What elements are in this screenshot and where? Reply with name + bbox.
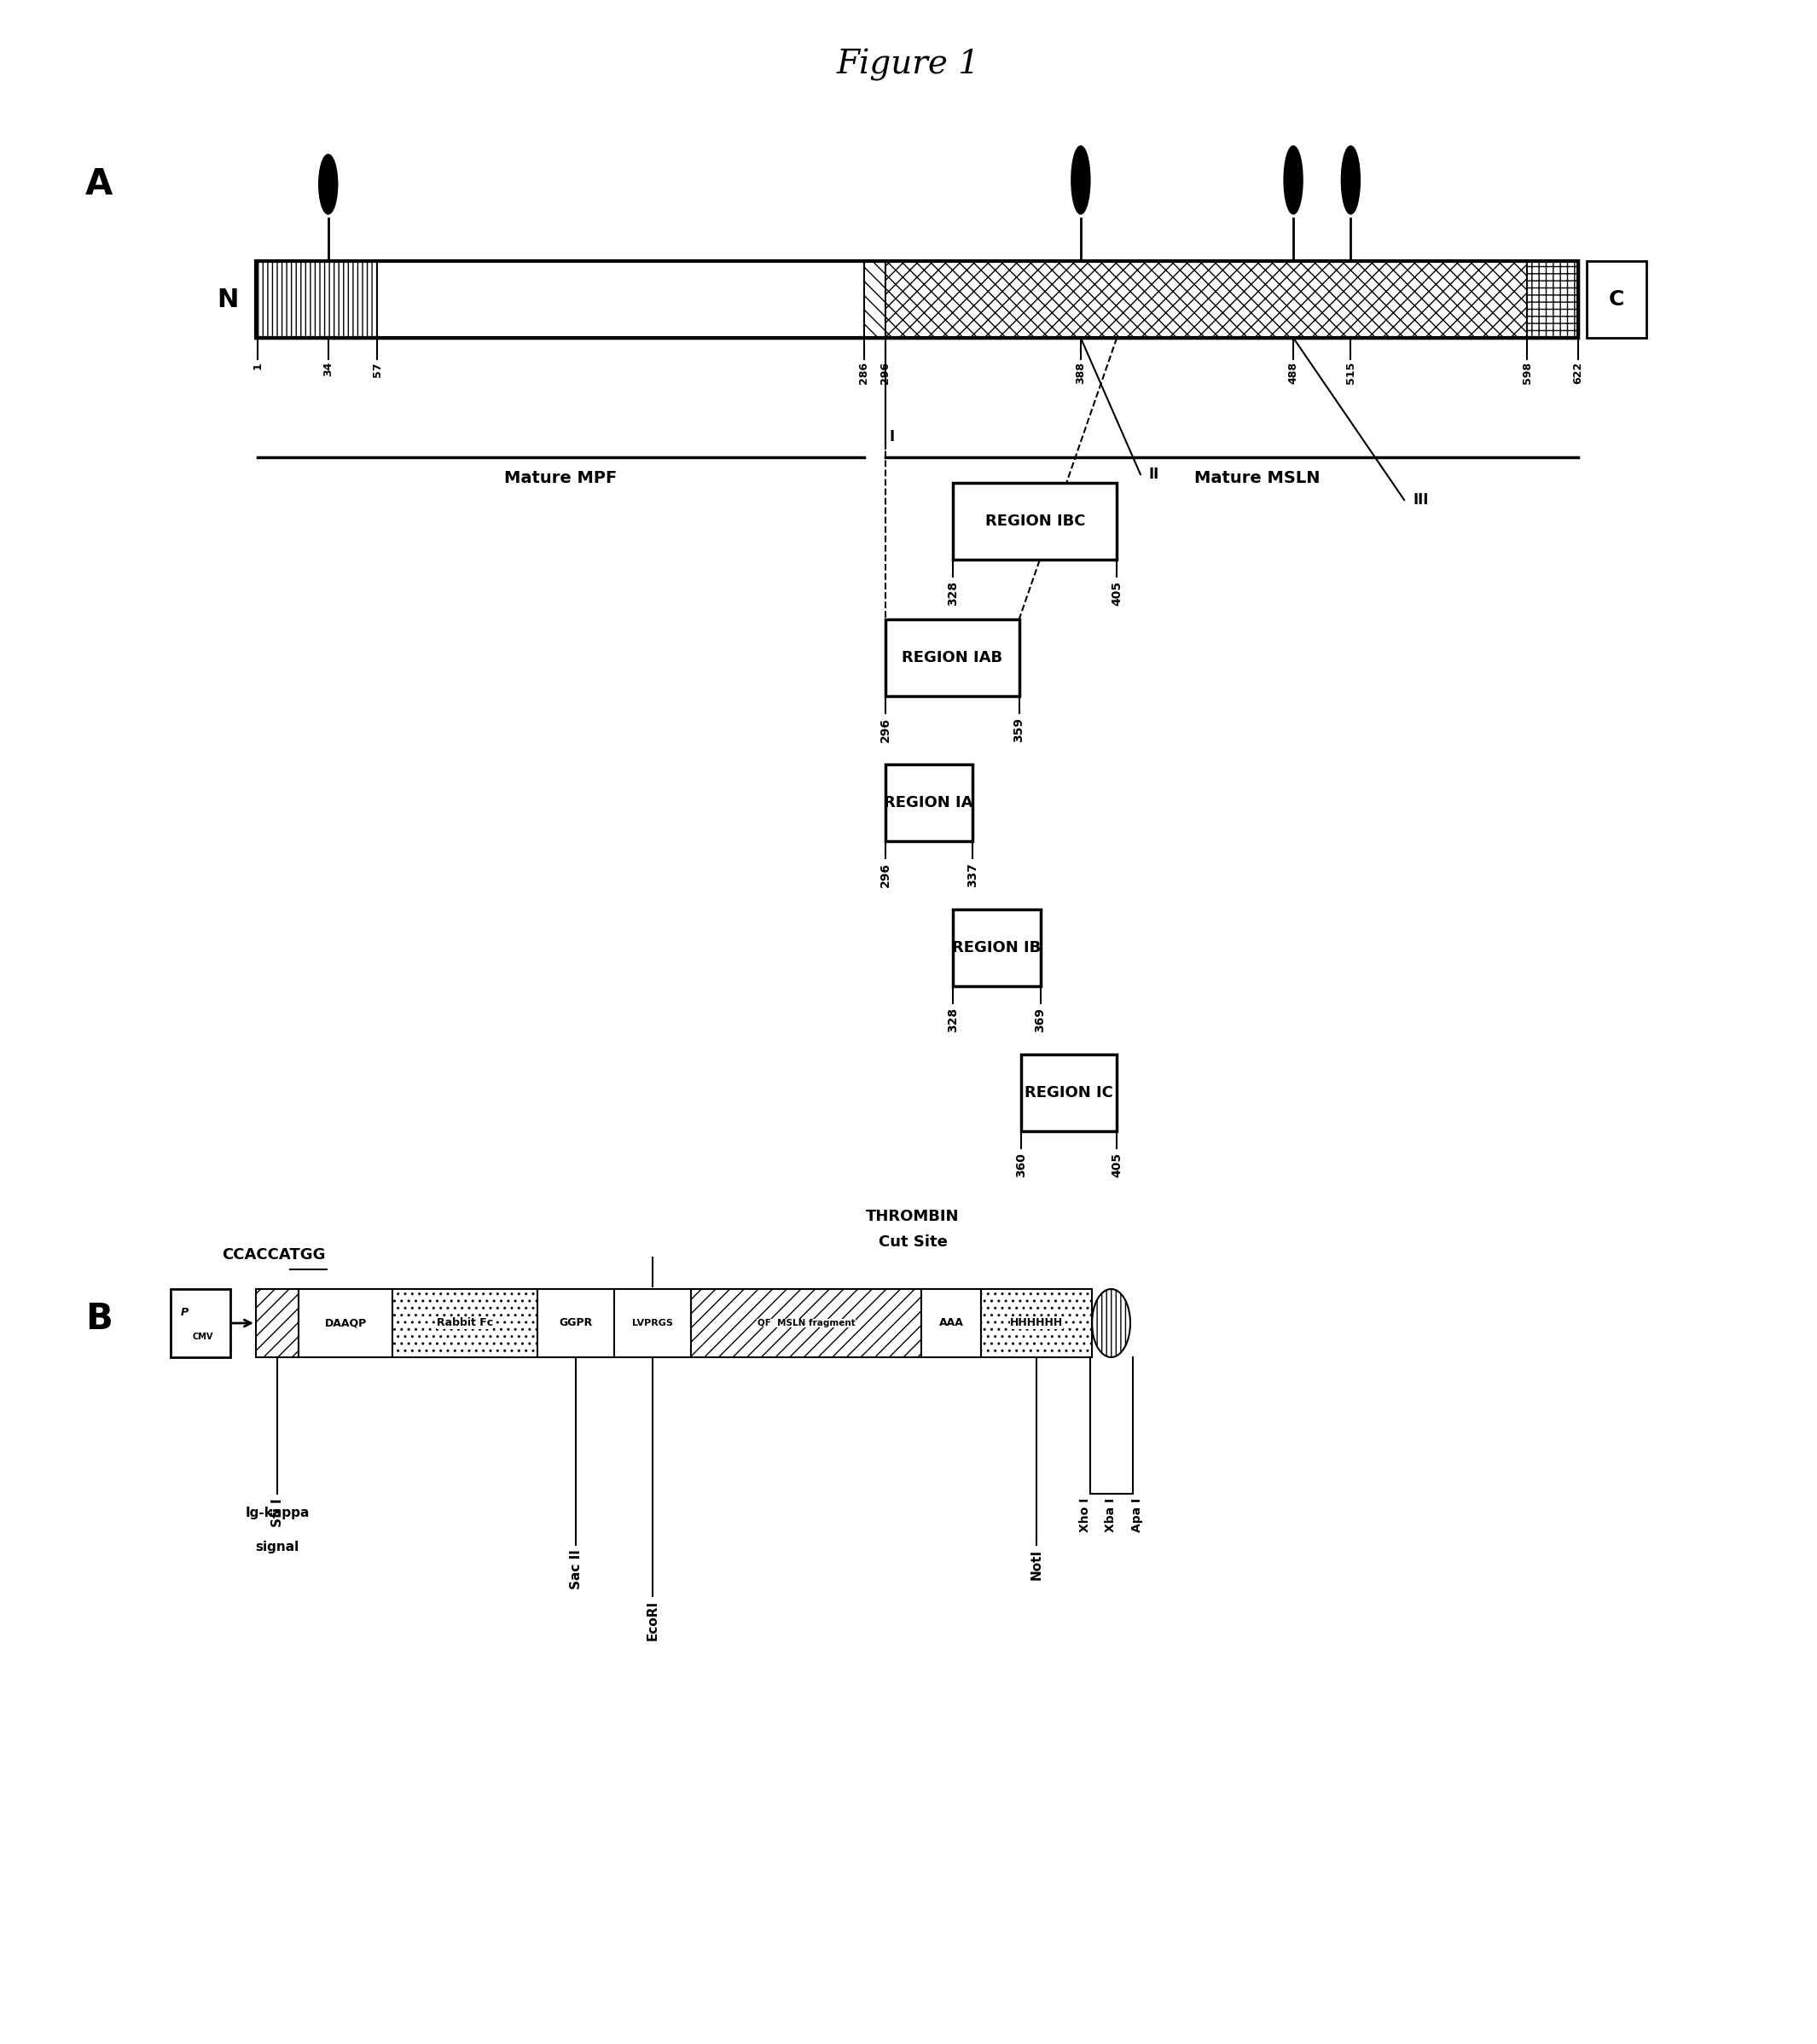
Bar (981, 1290, 1092, 1357)
Text: GGPR: GGPR (560, 1318, 592, 1329)
Text: 369: 369 (1034, 1008, 1047, 1032)
Text: 328: 328 (947, 1008, 959, 1032)
Text: 328: 328 (947, 580, 959, 605)
Text: 515: 515 (1345, 362, 1355, 384)
Text: II: II (1148, 466, 1159, 482)
Text: 286: 286 (858, 362, 869, 384)
Bar (885, 619, 1019, 697)
Bar (863, 262, 885, 337)
Text: CCACCATGG: CCACCATGG (222, 1247, 325, 1263)
Text: 360: 360 (1016, 1153, 1027, 1177)
Text: 405: 405 (1110, 580, 1123, 605)
Text: 598: 598 (1521, 362, 1534, 384)
Bar (885, 764, 972, 842)
Text: HHHHHH: HHHHHH (1010, 1318, 1063, 1329)
Text: C: C (1608, 288, 1624, 311)
Text: 34: 34 (323, 362, 334, 376)
Text: Rabbit Fc: Rabbit Fc (436, 1318, 492, 1329)
Bar (1586, 262, 1646, 337)
Ellipse shape (1072, 145, 1090, 215)
Bar (954, 910, 1041, 985)
Bar (1526, 262, 1579, 337)
Bar (885, 262, 1526, 337)
Bar (921, 1290, 981, 1357)
Text: REGION IAB: REGION IAB (901, 650, 1003, 666)
Text: 388: 388 (1076, 362, 1087, 384)
Bar (298, 1290, 392, 1357)
Bar (538, 1290, 614, 1357)
Text: signal: signal (256, 1541, 300, 1553)
Text: Cut Site: Cut Site (878, 1235, 947, 1249)
Text: N: N (218, 286, 238, 313)
Text: 337: 337 (967, 863, 978, 887)
Bar (1021, 1055, 1117, 1130)
Text: B: B (85, 1300, 113, 1337)
Text: III: III (1414, 493, 1428, 507)
Text: QF  MSLN fragment: QF MSLN fragment (758, 1318, 856, 1327)
Bar (256, 262, 1579, 337)
Text: 622: 622 (1572, 362, 1584, 384)
Ellipse shape (1285, 145, 1303, 215)
Text: I: I (889, 429, 894, 444)
Text: 1: 1 (253, 362, 263, 370)
Text: NotI: NotI (1030, 1549, 1043, 1580)
Ellipse shape (1341, 145, 1361, 215)
Text: LVPRGS: LVPRGS (632, 1318, 672, 1327)
Text: 57: 57 (371, 362, 383, 376)
Bar (392, 1290, 538, 1357)
Bar (954, 482, 1117, 560)
Text: 296: 296 (879, 863, 890, 887)
Bar (690, 1290, 921, 1357)
Ellipse shape (318, 155, 338, 215)
Bar (256, 262, 378, 337)
Bar (256, 262, 1579, 337)
Text: A: A (85, 166, 113, 202)
Ellipse shape (1092, 1290, 1130, 1357)
Text: Figure 1: Figure 1 (838, 49, 979, 82)
Bar (378, 262, 863, 337)
Text: 296: 296 (879, 362, 890, 384)
Text: Apa I: Apa I (1130, 1498, 1143, 1533)
Text: Ig-kappa: Ig-kappa (245, 1506, 309, 1519)
Text: THROMBIN: THROMBIN (867, 1208, 959, 1224)
Text: REGION IA: REGION IA (885, 795, 974, 809)
Text: AAA: AAA (939, 1318, 963, 1329)
Text: Mature MPF: Mature MPF (505, 470, 618, 486)
Text: 359: 359 (1014, 717, 1025, 742)
Text: Sfi I: Sfi I (271, 1498, 283, 1527)
Text: 405: 405 (1110, 1153, 1123, 1177)
Text: CMV: CMV (193, 1333, 213, 1341)
Bar (256, 1290, 298, 1357)
Text: Mature MSLN: Mature MSLN (1194, 470, 1321, 486)
Text: P: P (182, 1308, 189, 1318)
Text: 488: 488 (1288, 362, 1299, 384)
Bar (614, 1290, 690, 1357)
Text: EcoRI: EcoRI (647, 1600, 660, 1641)
Text: Sac II: Sac II (569, 1549, 581, 1588)
Text: Xho I: Xho I (1079, 1498, 1092, 1533)
Text: REGION IB: REGION IB (952, 940, 1041, 955)
Text: REGION IBC: REGION IBC (985, 513, 1085, 529)
Text: 296: 296 (879, 717, 890, 742)
Text: DAAQP: DAAQP (325, 1318, 367, 1329)
Bar (171, 1290, 231, 1357)
Text: REGION IC: REGION IC (1025, 1085, 1114, 1100)
Text: Xba I: Xba I (1105, 1498, 1117, 1533)
